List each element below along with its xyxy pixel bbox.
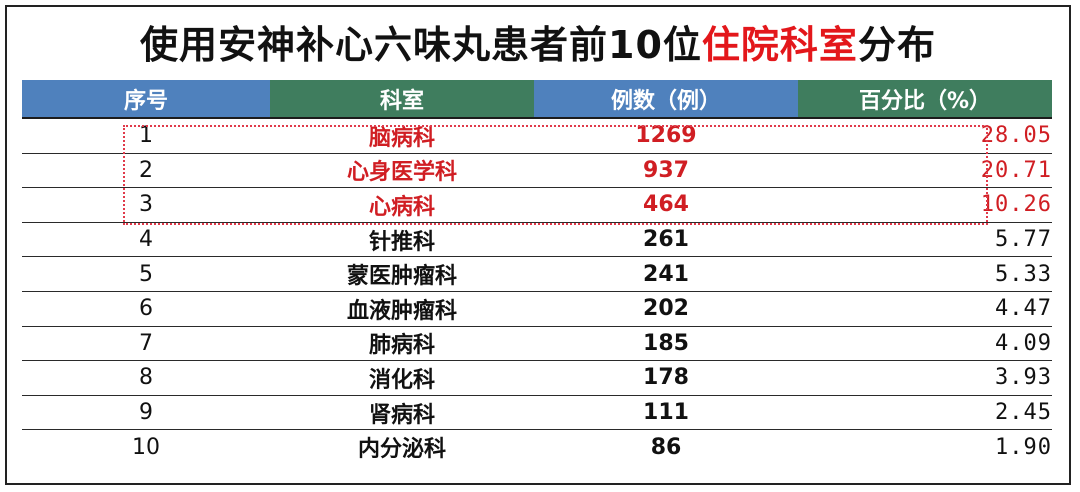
title-suffix: 分布 xyxy=(857,23,936,67)
row-index: 4 xyxy=(22,222,270,258)
page-title: 使用安神补心六味丸患者前10位住院科室分布 xyxy=(7,17,1069,73)
row-percent: 4.09 xyxy=(798,326,1052,362)
row-department: 脑病科 xyxy=(270,118,534,154)
row-index: 2 xyxy=(22,153,270,189)
row-index: 1 xyxy=(22,118,270,154)
header-department: 科室 xyxy=(270,80,534,119)
row-cases: 86 xyxy=(650,434,682,460)
table-row: 5 蒙医肿瘤科 241 5.33 xyxy=(22,256,1052,292)
header-cases: 例数（例） xyxy=(534,80,798,119)
row-index: 3 xyxy=(22,187,270,223)
table-row: 9 肾病科 111 2.45 xyxy=(22,395,1052,431)
row-cases: 464 xyxy=(534,187,798,223)
row-index: 5 xyxy=(22,256,270,292)
row-percent: 5.33 xyxy=(798,256,1052,292)
row-department: 血液肿瘤科 xyxy=(270,291,534,327)
row-cases: 111 xyxy=(534,395,798,431)
row-cases: 1269 xyxy=(534,118,798,154)
title-highlight: 住院科室 xyxy=(701,23,858,67)
row-department: 肾病科 xyxy=(270,395,534,431)
row-cases: 241 xyxy=(534,256,798,292)
table-row: 1 脑病科 1269 28.05 xyxy=(22,118,1052,154)
row-percent: 4.47 xyxy=(798,291,1052,327)
table-row: 2 心身医学科 937 20.71 xyxy=(22,153,1052,189)
table-row: 8 消化科 178 3.93 xyxy=(22,360,1052,396)
row-percent: 1.90 xyxy=(995,434,1052,460)
row-department: 针推科 xyxy=(270,222,534,258)
row-percent: 2.45 xyxy=(798,395,1052,431)
row-cases: 185 xyxy=(534,326,798,362)
department-table: 序号 科室 例数（例） 百分比（%） 1 脑病科 1269 28.05 2 心身… xyxy=(22,80,1052,464)
row-percent: 28.05 xyxy=(798,118,1052,154)
row-index: 10 xyxy=(132,434,160,460)
header-index: 序号 xyxy=(22,80,270,119)
row-cases: 178 xyxy=(534,360,798,396)
row-department: 心身医学科 xyxy=(270,153,534,189)
table-row: 3 心病科 464 10.26 xyxy=(22,187,1052,223)
title-prefix: 使用安神补心六味丸患者前10位 xyxy=(140,23,702,67)
row-cases: 261 xyxy=(534,222,798,258)
row-cases: 937 xyxy=(534,153,798,189)
row-department: 蒙医肿瘤科 xyxy=(270,256,534,292)
table-row: 6 血液肿瘤科 202 4.47 xyxy=(22,291,1052,327)
row-percent: 3.93 xyxy=(798,360,1052,396)
row-department: 消化科 xyxy=(270,360,534,396)
row-department: 心病科 xyxy=(270,187,534,223)
row-index: 6 xyxy=(22,291,270,327)
table-header-row: 序号 科室 例数（例） 百分比（%） xyxy=(22,80,1052,119)
row-cases: 202 xyxy=(534,291,798,327)
header-percent: 百分比（%） xyxy=(798,80,1052,119)
row-index: 8 xyxy=(22,360,270,396)
table-row: 7 肺病科 185 4.09 xyxy=(22,326,1052,362)
row-index: 9 xyxy=(22,395,270,431)
table-row: 4 针推科 261 5.77 xyxy=(22,222,1052,258)
row-index: 7 xyxy=(22,326,270,362)
table-row: 10 内分泌科 86 1.90 xyxy=(22,430,1052,464)
row-percent: 5.77 xyxy=(798,222,1052,258)
row-department: 肺病科 xyxy=(270,326,534,362)
row-department: 内分泌科 xyxy=(357,437,446,463)
row-percent: 20.71 xyxy=(798,153,1052,189)
row-percent: 10.26 xyxy=(798,187,1052,223)
